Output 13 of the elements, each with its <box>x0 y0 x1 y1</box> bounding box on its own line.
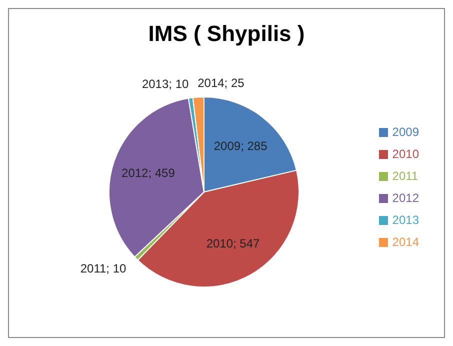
legend-label: 2011 <box>392 169 418 183</box>
legend-label: 2010 <box>392 147 419 161</box>
data-label: 2013; 10 <box>142 77 189 92</box>
legend-label: 2012 <box>392 191 419 205</box>
data-label: 2011; 10 <box>80 261 127 276</box>
legend-label: 2009 <box>392 125 419 139</box>
chart-title: IMS ( Shypilis ) <box>147 21 306 47</box>
data-label: 2014; 25 <box>198 76 245 90</box>
data-label: 2010; 547 <box>206 236 260 250</box>
data-label: 2009; 285 <box>214 138 268 153</box>
legend-label: 2013 <box>392 213 419 227</box>
legend-label: 2014 <box>392 235 419 249</box>
data-label: 2012; 459 <box>122 166 176 180</box>
